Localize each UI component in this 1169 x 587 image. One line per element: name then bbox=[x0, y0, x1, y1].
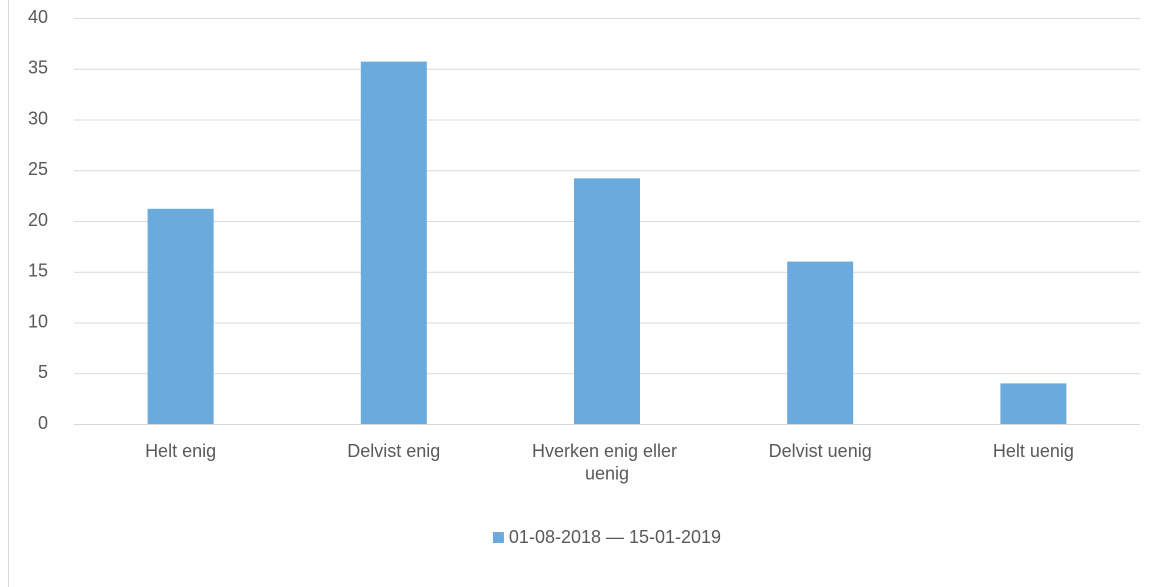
y-tick-label: 5 bbox=[38, 362, 48, 382]
y-tick-label: 20 bbox=[28, 210, 48, 230]
y-tick-label: 10 bbox=[28, 311, 48, 331]
y-tick-label: 35 bbox=[28, 58, 48, 78]
y-tick-label: 0 bbox=[38, 413, 48, 433]
legend-label: 01-08-2018 — 15-01-2019 bbox=[509, 527, 721, 547]
x-tick-label: Helt uenig bbox=[993, 441, 1074, 461]
x-tick-label: Helt enig bbox=[145, 441, 216, 461]
bar bbox=[574, 178, 640, 424]
bar bbox=[1000, 383, 1067, 424]
bar bbox=[360, 61, 427, 425]
bar bbox=[787, 261, 854, 424]
x-tick-label: Delvist uenig bbox=[769, 441, 872, 461]
y-tick-label: 15 bbox=[28, 261, 48, 281]
y-tick-label: 30 bbox=[28, 108, 48, 128]
x-tick-label: Hverken enig eller uenig bbox=[532, 441, 682, 484]
x-tick-label: Delvist enig bbox=[347, 441, 440, 461]
bar bbox=[147, 208, 214, 424]
legend-swatch bbox=[492, 532, 504, 543]
y-tick-label: 25 bbox=[28, 159, 48, 179]
y-tick-label: 40 bbox=[28, 7, 48, 27]
